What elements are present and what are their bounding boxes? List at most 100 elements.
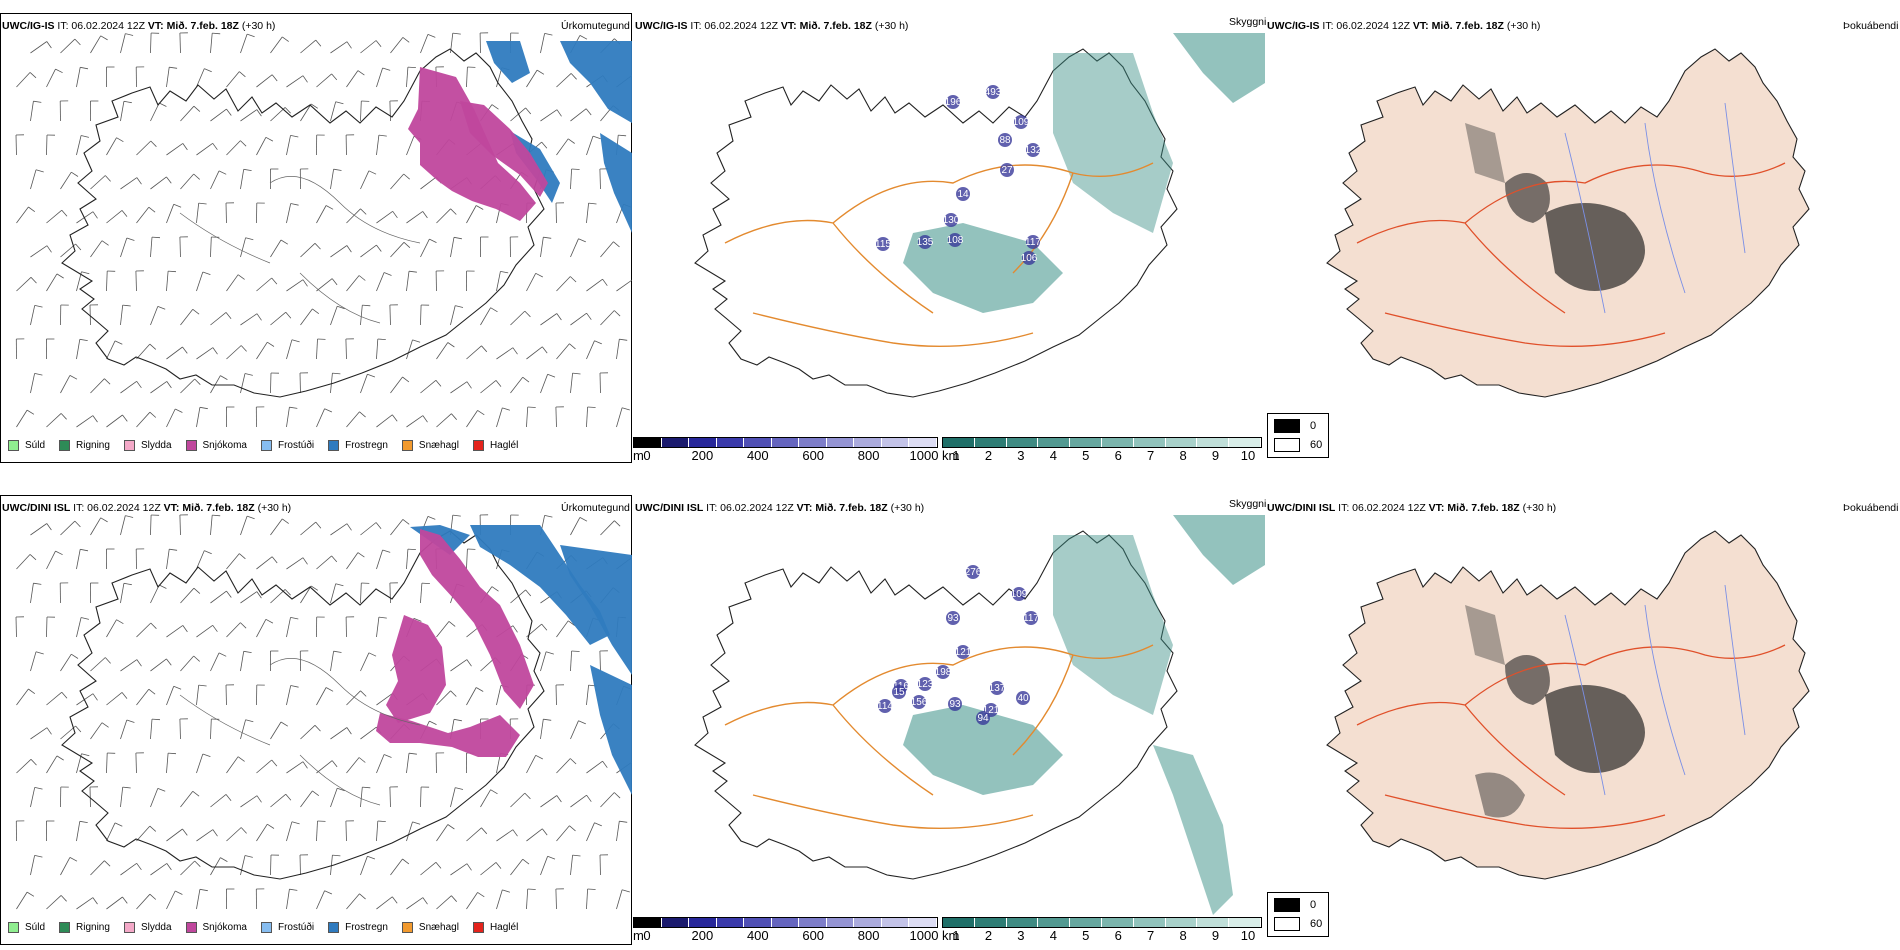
wind-barb bbox=[240, 855, 246, 876]
wind-barb-feather bbox=[375, 522, 382, 529]
wind-barb bbox=[60, 375, 71, 394]
wind-barb-feather bbox=[346, 727, 352, 735]
wind-barb bbox=[180, 791, 194, 808]
wind-barb bbox=[106, 340, 116, 360]
wind-barb bbox=[240, 237, 246, 258]
wind-barb-feather bbox=[570, 73, 577, 80]
wind-barb-feather bbox=[332, 854, 341, 857]
wind-barb bbox=[510, 376, 524, 394]
precip-map-svg bbox=[15, 514, 632, 910]
wind-barb-feather bbox=[312, 308, 320, 315]
wind-barb bbox=[286, 617, 291, 638]
wind-barb-feather bbox=[290, 203, 299, 206]
colorbar-cell bbox=[1006, 438, 1039, 447]
colorbar-ticks: km 1 2 3 4 5 6 7 8 9 10 bbox=[942, 448, 1262, 463]
wind-barb bbox=[76, 821, 81, 842]
wind-barb bbox=[389, 582, 391, 604]
wind-barb-feather bbox=[391, 414, 398, 422]
colorbar-cell bbox=[1165, 438, 1198, 447]
wind-barb-feather bbox=[148, 206, 156, 213]
wind-barb bbox=[570, 312, 587, 326]
wind-barb bbox=[389, 786, 391, 808]
wind-barb-feather bbox=[587, 406, 596, 408]
wind-barb-feather bbox=[60, 413, 67, 420]
colorbar-tick-label: 7 bbox=[1147, 448, 1155, 463]
rivers bbox=[1564, 584, 1746, 796]
valid-time: VT: Mið. 7.feb. 18Z bbox=[163, 502, 255, 514]
wind-barb bbox=[616, 821, 620, 842]
wind-barb bbox=[586, 135, 594, 156]
legend-item: Rigning bbox=[59, 440, 110, 451]
visibility-spot bbox=[1022, 251, 1036, 265]
wind-barb-feather bbox=[569, 343, 576, 350]
lead-time: (+30 h) bbox=[238, 20, 276, 32]
wind-barb bbox=[240, 33, 248, 54]
wind-barb bbox=[136, 140, 152, 156]
model-name: UWC/IG-IS bbox=[635, 20, 688, 32]
wind-barb-feather bbox=[105, 175, 111, 182]
wind-barb bbox=[136, 688, 150, 706]
wind-barb-feather bbox=[491, 586, 499, 592]
fog-legend: 0 60 bbox=[1267, 892, 1330, 937]
fog-map-bottom: UWC/DINI ISL IT: 06.02.2024 12Z VT: Mið.… bbox=[1265, 495, 1900, 945]
wind-barb-feather bbox=[525, 107, 532, 115]
colorbar-tick-label: 2 bbox=[984, 928, 993, 943]
wind-barbs bbox=[15, 32, 632, 428]
wind-barb-feather bbox=[586, 312, 592, 320]
legend-swatch bbox=[59, 440, 71, 451]
wind-barb-feather bbox=[290, 685, 299, 688]
wind-barb-feather bbox=[122, 786, 131, 789]
wind-barb-feather bbox=[166, 176, 172, 184]
wind-barb bbox=[90, 517, 102, 536]
wind-barb-feather bbox=[618, 134, 627, 137]
legend-swatch bbox=[260, 440, 272, 451]
wind-barb bbox=[270, 518, 283, 536]
wind-barb bbox=[270, 854, 272, 876]
legend-swatch bbox=[401, 922, 413, 933]
wind-barb-feather bbox=[114, 822, 123, 827]
wind-barb bbox=[240, 651, 245, 672]
wind-barb bbox=[450, 863, 468, 876]
wind-barb bbox=[30, 169, 37, 190]
frozen-rain-area bbox=[560, 41, 632, 123]
colorbar-cell bbox=[689, 918, 717, 927]
frozen-rain-area bbox=[590, 665, 632, 795]
wind-barb bbox=[166, 686, 175, 706]
lead-time: (+30 h) bbox=[871, 20, 909, 32]
wind-barb bbox=[76, 339, 81, 360]
colorbar-cell bbox=[1133, 438, 1166, 447]
wind-barb bbox=[136, 622, 152, 638]
init-time: IT: 06.02.2024 12Z bbox=[54, 20, 148, 32]
wind-barb-feather bbox=[359, 411, 366, 418]
wind-barb-feather bbox=[429, 720, 437, 725]
colorbar-tick-label: 1 bbox=[952, 448, 960, 463]
visibility-value-label: 114 bbox=[877, 701, 893, 712]
legend-item: Slydda bbox=[123, 440, 172, 451]
wind-barb bbox=[30, 41, 48, 54]
wind-barb bbox=[420, 238, 430, 258]
wind-barb-feather bbox=[408, 270, 417, 273]
wind-barb bbox=[196, 685, 200, 706]
visibility-map-bottom: 2761091179312119812311615693137121401141… bbox=[633, 495, 1266, 945]
init-time: IT: 06.02.2024 12Z bbox=[1335, 502, 1429, 514]
colorbar-cell bbox=[716, 918, 745, 927]
lead-time: (+30 h) bbox=[1503, 20, 1541, 32]
wind-barb bbox=[46, 755, 58, 774]
visibility-spot bbox=[1026, 235, 1040, 249]
wind-barb bbox=[120, 33, 126, 54]
coastline bbox=[694, 48, 1178, 398]
init-time: IT: 06.02.2024 12Z bbox=[70, 502, 164, 514]
wind-barb-feather bbox=[173, 685, 182, 690]
wind-barb-feather bbox=[256, 795, 262, 803]
wind-barb bbox=[510, 107, 526, 122]
wind-barb bbox=[496, 407, 503, 428]
wind-barb-feather bbox=[125, 515, 134, 518]
wind-barb bbox=[570, 650, 572, 672]
wind-barb-feather bbox=[335, 583, 344, 587]
wind-barb-feather bbox=[149, 411, 157, 418]
visibility-spot bbox=[1016, 691, 1030, 705]
visibility-spot bbox=[878, 699, 892, 713]
wind-barb bbox=[210, 33, 213, 54]
wind-barb bbox=[540, 313, 558, 326]
colorbar-cell bbox=[744, 438, 772, 447]
